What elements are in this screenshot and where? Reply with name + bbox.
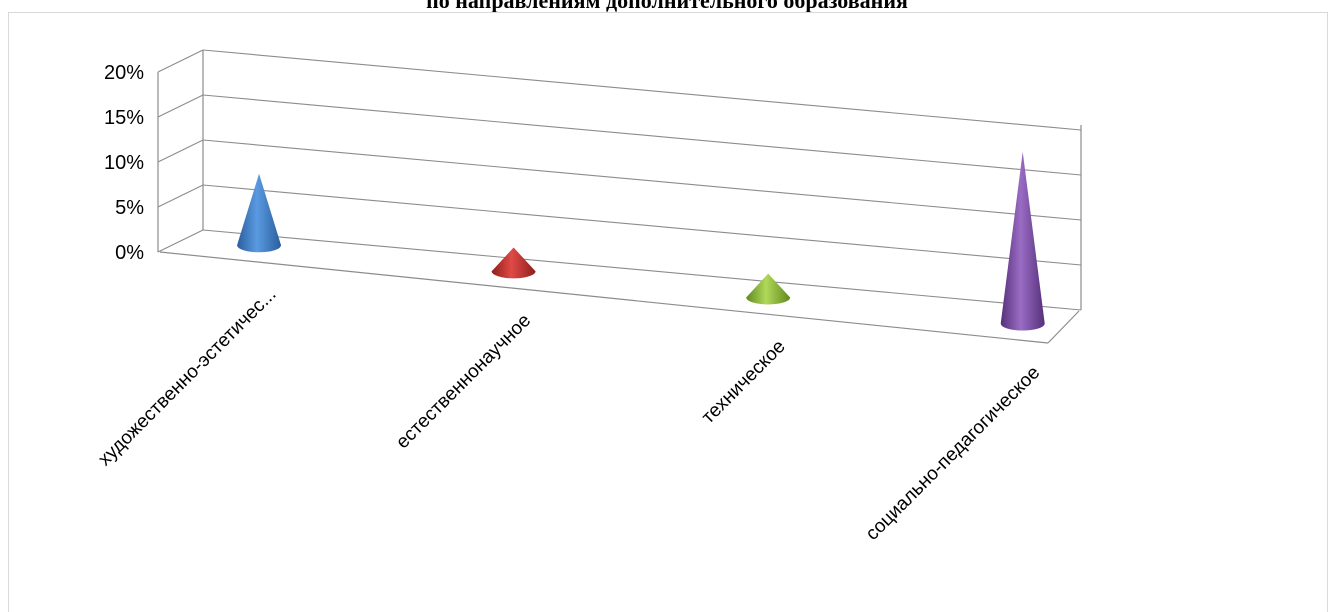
gridline [202, 184, 1082, 266]
side-gridline [157, 184, 204, 208]
y-tick-label: 20% [104, 62, 144, 84]
gridline [202, 94, 1082, 176]
x-category-label: художественно-эстетичес... [94, 284, 280, 470]
y-tick-label: 10% [104, 152, 144, 174]
chart-title: по направлениям дополнительного образова… [426, 0, 908, 13]
gridline [202, 139, 1082, 221]
cone-body [237, 173, 282, 253]
x-axis-labels: художественно-эстетичес... естественнонау… [94, 284, 1044, 545]
floor-front-edge [159, 251, 1049, 344]
x-category-label: естественнонаучное [392, 310, 535, 453]
cone-body [491, 247, 536, 279]
chart-gridlines [157, 49, 1082, 311]
side-gridline [157, 139, 204, 163]
cone-1 [491, 247, 536, 279]
y-axis-ticks: 0% 5% 10% 15% 20% [104, 62, 144, 264]
cone-2 [746, 273, 791, 305]
y-tick-label: 5% [115, 197, 144, 219]
chart-walls [157, 50, 1082, 344]
gridline [202, 229, 1082, 311]
y-tick-label: 0% [115, 242, 144, 264]
y-tick-label: 15% [104, 107, 144, 129]
cone-body [746, 273, 791, 305]
cone-0 [237, 173, 282, 253]
floor-right-edge [1047, 310, 1080, 344]
side-gridline [157, 49, 204, 73]
x-category-label: социально-педагогическое [862, 362, 1044, 544]
side-gridline [157, 94, 204, 118]
chart-frame [8, 12, 1328, 612]
side-gridline [157, 229, 204, 253]
cone-body [1000, 151, 1045, 331]
cones [237, 151, 1045, 331]
cone-3 [1000, 151, 1045, 331]
gridline [202, 49, 1082, 131]
x-category-label: техническое [698, 336, 790, 428]
